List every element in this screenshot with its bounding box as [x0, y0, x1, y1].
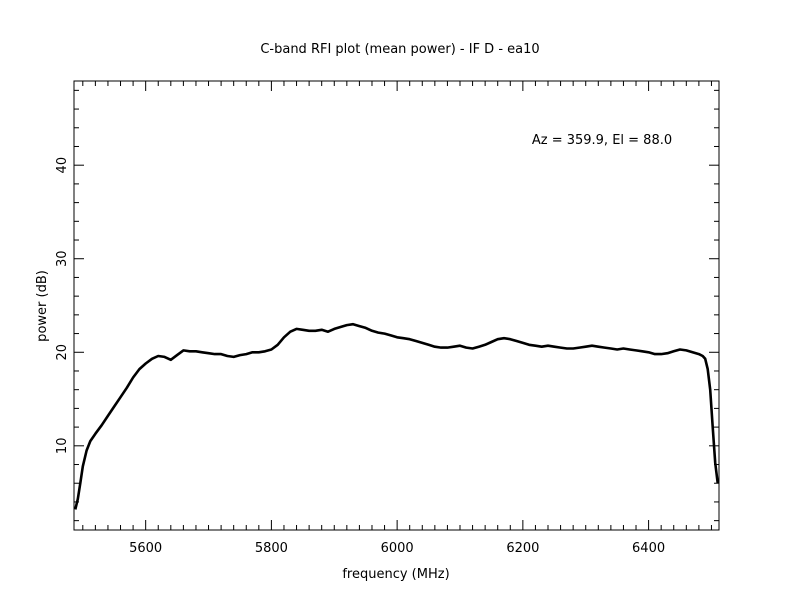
y-axis-label: power (dB) — [35, 270, 50, 342]
y-tick-label: 40 — [55, 157, 70, 174]
x-axis-label: frequency (MHz) — [342, 567, 449, 582]
axis-ticks — [74, 81, 719, 530]
chart-title: C-band RFI plot (mean power) - IF D - ea… — [260, 42, 539, 57]
plot-frame — [73, 80, 720, 531]
y-tick-label: 10 — [55, 438, 70, 455]
y-tick-label: 30 — [55, 250, 70, 267]
x-tick-label: 5800 — [255, 541, 288, 556]
x-tick-label: 6400 — [632, 541, 665, 556]
x-tick-label: 6000 — [381, 541, 414, 556]
power-series-line — [74, 322, 719, 510]
chart-annotation: Az = 359.9, El = 88.0 — [532, 133, 672, 148]
series-layer — [74, 322, 719, 510]
x-tick-label: 6200 — [506, 541, 539, 556]
axis-tick-labels: 5600 5800 6000 6200 6400 10 20 30 40 — [55, 157, 665, 556]
x-tick-label: 5600 — [129, 541, 162, 556]
y-tick-label: 20 — [55, 344, 70, 361]
